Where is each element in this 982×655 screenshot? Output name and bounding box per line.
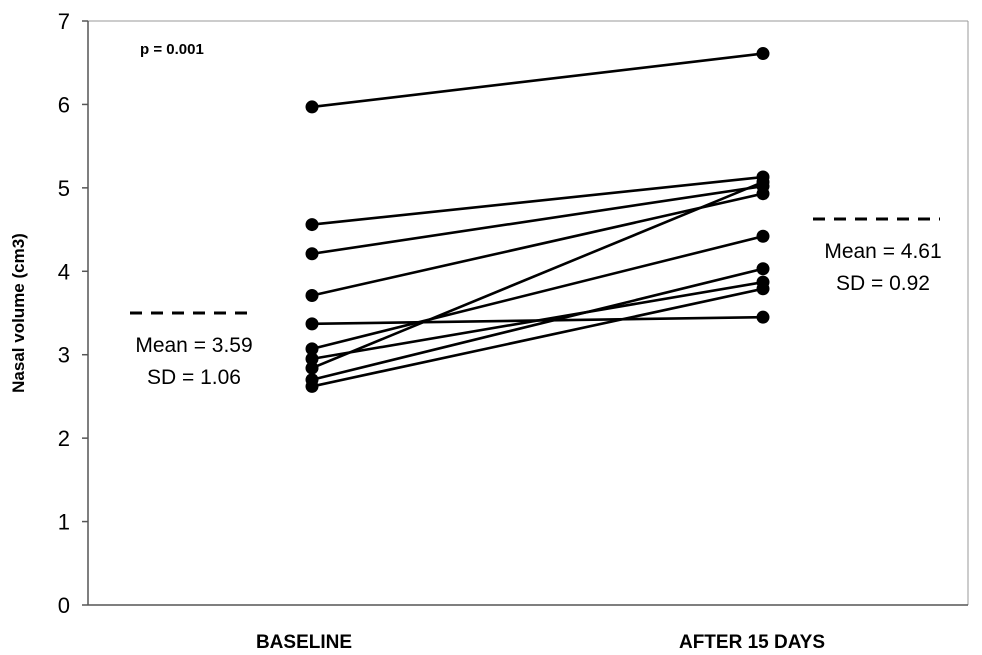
category-label-after: AFTER 15 DAYS bbox=[679, 632, 825, 653]
y-tick-label: 6 bbox=[58, 92, 70, 117]
after-mean-label: Mean = 4.61 bbox=[824, 240, 941, 263]
series-line-3 bbox=[311, 184, 764, 256]
y-tick-label: 0 bbox=[58, 593, 70, 618]
series-line-4 bbox=[311, 192, 764, 297]
plot-frame bbox=[87, 20, 969, 606]
baseline-mean-label: Mean = 3.59 bbox=[135, 334, 252, 357]
y-tick-label: 1 bbox=[58, 510, 70, 535]
after-mean-annotation: Mean = 4.61 SD = 0.92 bbox=[813, 217, 942, 295]
data-point-1-after bbox=[756, 47, 770, 61]
category-label-baseline: BASELINE bbox=[256, 632, 352, 653]
y-tick-label: 4 bbox=[58, 259, 70, 284]
y-tick-label: 2 bbox=[58, 426, 70, 451]
data-point-7-baseline bbox=[305, 352, 319, 366]
y-tick-label: 7 bbox=[58, 9, 70, 34]
data-point-5-after bbox=[756, 310, 770, 324]
y-axis-label: Nasal volume (cm3) bbox=[9, 233, 28, 393]
data-point-10-after bbox=[756, 282, 770, 296]
baseline-sd-label: SD = 1.06 bbox=[147, 366, 241, 389]
data-point-2-baseline bbox=[305, 218, 319, 232]
data-point-1-baseline bbox=[305, 100, 319, 114]
y-ticks: 0 1 2 3 4 5 6 7 bbox=[58, 9, 88, 618]
y-tick-label: 5 bbox=[58, 176, 70, 201]
baseline-mean-annotation: Mean = 3.59 SD = 1.06 bbox=[130, 311, 255, 389]
y-tick-label: 3 bbox=[58, 343, 70, 368]
data-point-10-baseline bbox=[305, 379, 319, 393]
data-point-8-after bbox=[756, 175, 770, 189]
series-line-10 bbox=[311, 287, 764, 388]
series-line-7 bbox=[311, 280, 764, 361]
series-line-6 bbox=[311, 234, 764, 351]
after-sd-label: SD = 0.92 bbox=[836, 272, 930, 295]
series-line-2 bbox=[311, 175, 764, 226]
p-value-label: p = 0.001 bbox=[140, 41, 204, 58]
series-line-1 bbox=[311, 52, 764, 109]
data-point-4-baseline bbox=[305, 288, 319, 302]
data-point-9-after bbox=[756, 262, 770, 276]
data-point-4-after bbox=[756, 187, 770, 201]
series-group bbox=[305, 47, 770, 393]
data-point-8-baseline bbox=[305, 361, 319, 375]
data-point-6-baseline bbox=[305, 342, 319, 356]
data-point-3-baseline bbox=[305, 247, 319, 261]
series-line-9 bbox=[311, 267, 764, 382]
data-point-5-baseline bbox=[305, 317, 319, 331]
series-line-8 bbox=[311, 180, 764, 370]
data-point-6-after bbox=[756, 229, 770, 243]
